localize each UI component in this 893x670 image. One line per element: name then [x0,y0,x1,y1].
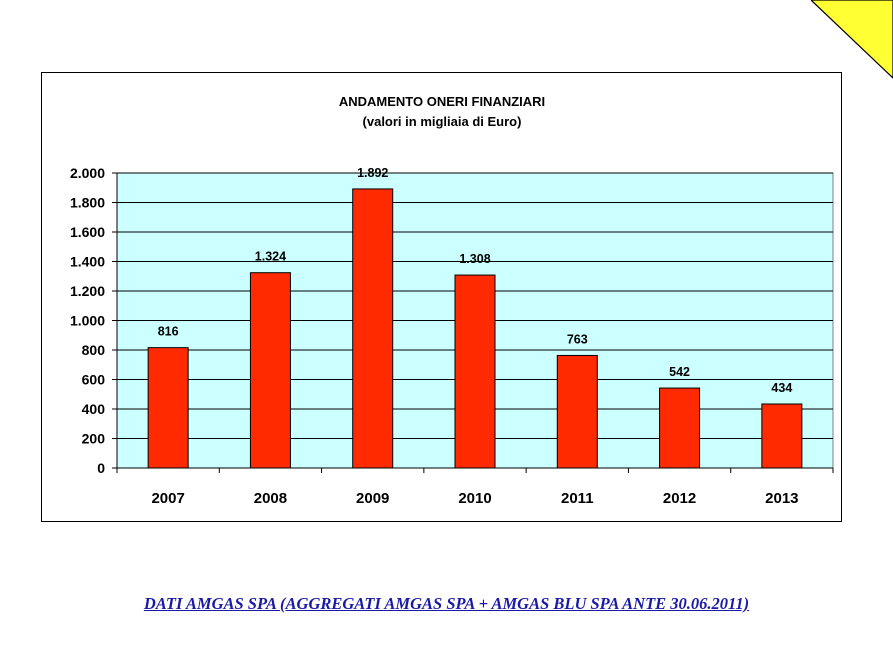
x-tick-label: 2010 [458,490,491,507]
bar [761,403,803,469]
x-tick-label: 2008 [254,490,287,507]
y-tick-label: 1.600 [70,224,105,240]
page-corner-triangle-icon [811,0,893,79]
source-link[interactable]: DATI AMGAS SPA (AGGREGATI AMGAS SPA + AM… [143,594,750,613]
x-tick-label: 2013 [765,490,798,507]
x-tick-label: 2012 [663,490,696,507]
bar [556,354,598,469]
y-tick-label: 1.800 [70,195,105,211]
bar-chart: ANDAMENTO ONERI FINANZIARI (valori in mi… [70,94,834,507]
y-tick-label: 600 [82,372,106,388]
bar [352,188,394,469]
x-tick-label: 2007 [151,490,184,507]
y-tick-label: 200 [82,431,106,447]
bar [147,347,189,469]
y-tick-label: 1.400 [70,254,105,270]
y-tick-label: 1.000 [70,313,105,329]
data-label: 1.308 [459,252,490,266]
data-label: 542 [669,365,690,379]
x-tick-label: 2009 [356,490,389,507]
chart-subtitle: (valori in migliaia di Euro) [363,114,522,129]
y-tick-label: 800 [82,342,106,358]
y-tick-label: 1.200 [70,283,105,299]
bar [249,272,291,469]
data-label: 434 [771,381,792,395]
data-label: 1.324 [255,250,286,264]
y-tick-label: 2.000 [70,165,105,181]
chart-container: ANDAMENTO ONERI FINANZIARI (valori in mi… [41,72,842,522]
data-label: 816 [158,325,179,339]
bar [454,274,496,469]
chart-title: ANDAMENTO ONERI FINANZIARI [339,94,545,109]
y-tick-label: 400 [82,401,106,417]
data-label: 763 [567,332,588,346]
x-tick-label: 2011 [561,490,594,507]
y-tick-label: 0 [97,460,105,476]
data-label: 1.892 [357,166,388,180]
bar [659,387,701,469]
